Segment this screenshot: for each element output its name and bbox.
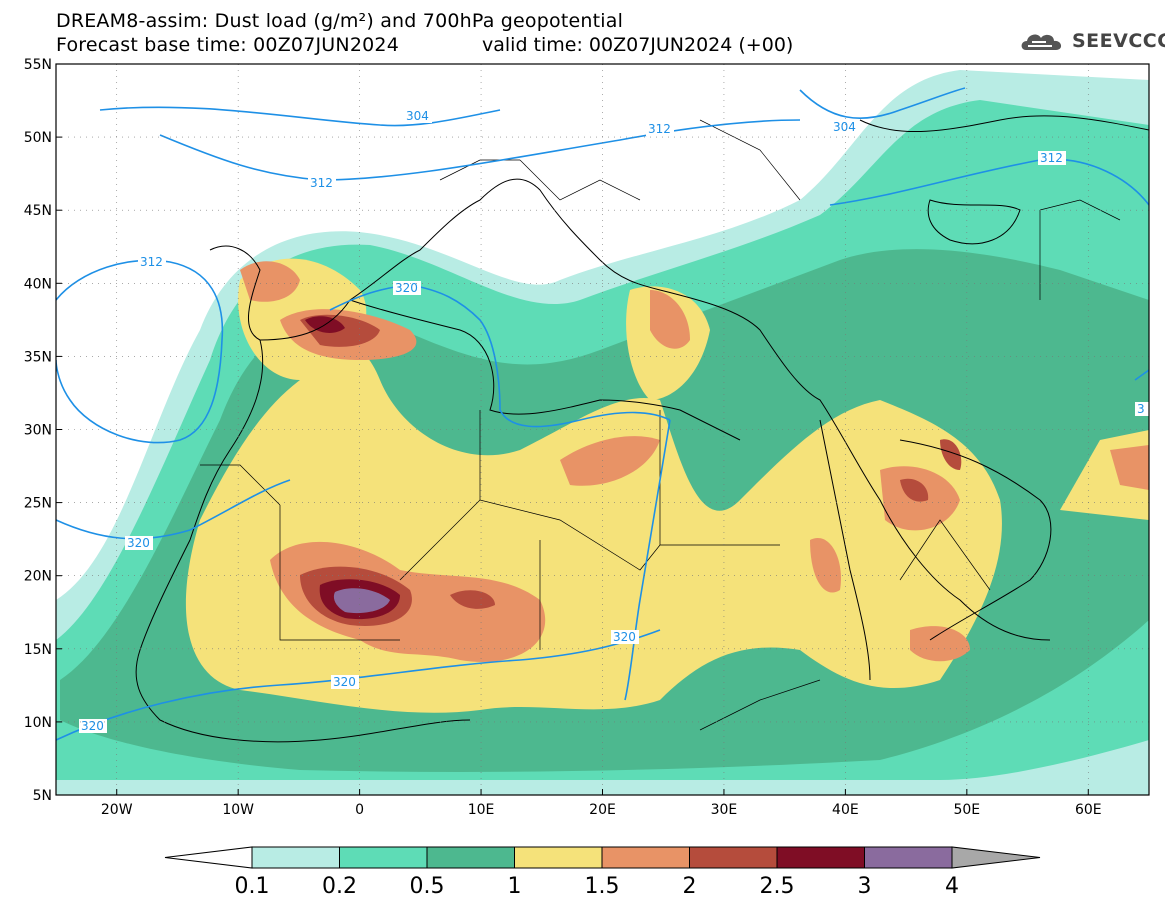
lat-tick-label: 40N <box>24 276 52 292</box>
lon-tick-label: 10W <box>222 802 254 818</box>
colorbar-segment <box>339 846 428 869</box>
contour-label: 320 <box>127 536 150 550</box>
colorbar-segment <box>601 846 690 869</box>
gridlines <box>56 64 1149 795</box>
lat-tick-label: 15N <box>24 642 52 658</box>
colorbar-level-label: 0.5 <box>410 874 445 899</box>
lon-tick-label: 30E <box>711 802 738 818</box>
valid-time: valid time: 00Z07JUN2024 (+00) <box>482 34 794 56</box>
colorbar-level-label: 0.1 <box>235 874 270 899</box>
colorbar-level-label: 3 <box>858 874 872 899</box>
lat-tick-label: 55N <box>24 57 52 73</box>
contour-label: 312 <box>648 122 671 136</box>
lat-tick-label: 50N <box>24 130 52 146</box>
contour-label: 320 <box>81 719 104 733</box>
colorbar-segment <box>864 846 953 869</box>
colorbar-overflow-triangle <box>951 846 1041 869</box>
lon-tick-label: 10E <box>468 802 495 818</box>
colorbar-level-label: 1.5 <box>585 874 620 899</box>
colorbar-level-label: 1 <box>508 874 522 899</box>
contour-labels: 304 304 312 312 312 312 320 320 320 320 … <box>79 109 1149 733</box>
contour-label: 312 <box>1040 151 1063 165</box>
longitude-labels: 20W 10W 0 10E 20E 30E 40E 50E 60E <box>101 802 1102 818</box>
contour-label: 320 <box>613 630 636 644</box>
contour-label: 312 <box>140 255 163 269</box>
colorbar-segment <box>514 846 603 869</box>
contour-label: 304 <box>406 109 429 123</box>
contour-label: 320 <box>333 675 356 689</box>
borders <box>200 119 1121 731</box>
colorbar-segment <box>776 846 865 869</box>
coastlines <box>135 115 1149 743</box>
dust-layer-3 <box>333 588 390 614</box>
lon-tick-label: 50E <box>953 802 980 818</box>
colorbar-level-label: 4 <box>945 874 959 899</box>
colorbar-segment <box>426 846 515 869</box>
lon-tick-label: 20W <box>101 802 133 818</box>
lon-tick-label: 20E <box>589 802 616 818</box>
colorbar-underflow-triangle <box>164 846 253 869</box>
contour-label: 304 <box>833 120 856 134</box>
lon-tick-label: 60E <box>1075 802 1102 818</box>
cloud-icon <box>1021 34 1062 50</box>
chart-title: DREAM8-assim: Dust load (g/m²) and 700hP… <box>56 10 624 32</box>
contour-label: 312 <box>310 176 333 190</box>
lon-tick-label: 0 <box>355 802 364 818</box>
lat-tick-label: 35N <box>24 349 52 365</box>
lat-tick-label: 30N <box>24 423 52 439</box>
seevccc-logo: SEEVCCC <box>1018 28 1165 54</box>
colorbar <box>164 846 1041 869</box>
latitude-labels: 55N 50N 45N 40N 35N 30N 25N 20N 15N 10N 5N <box>24 57 52 804</box>
lat-tick-label: 45N <box>24 203 52 219</box>
lat-tick-label: 10N <box>24 715 52 731</box>
lat-tick-label: 20N <box>24 569 52 585</box>
logo-text: SEEVCCC <box>1072 30 1165 52</box>
contour-label: 320 <box>395 281 418 295</box>
forecast-base-time: Forecast base time: 00Z07JUN2024 <box>56 34 399 56</box>
axis-ticks <box>56 63 1089 796</box>
colorbar-labels: 0.1 0.2 0.5 1 1.5 2 2.5 3 4 <box>235 874 960 899</box>
colorbar-segment <box>689 846 778 869</box>
colorbar-level-label: 2 <box>683 874 697 899</box>
lat-tick-label: 5N <box>33 788 52 804</box>
lat-tick-label: 25N <box>24 496 52 512</box>
lon-tick-label: 40E <box>832 802 859 818</box>
colorbar-level-label: 2.5 <box>760 874 795 899</box>
colorbar-level-label: 0.2 <box>322 874 357 899</box>
colorbar-segment <box>251 846 340 869</box>
contour-label: 3 <box>1137 402 1145 416</box>
